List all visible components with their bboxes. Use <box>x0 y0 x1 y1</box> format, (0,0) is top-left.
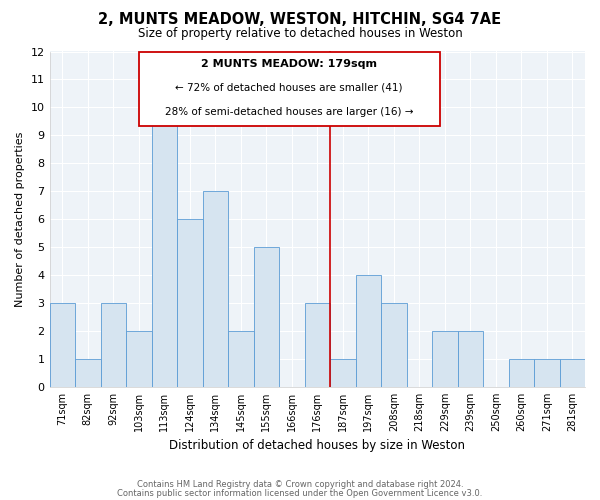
Text: ← 72% of detached houses are smaller (41): ← 72% of detached houses are smaller (41… <box>175 83 403 93</box>
Text: 2 MUNTS MEADOW: 179sqm: 2 MUNTS MEADOW: 179sqm <box>201 59 377 69</box>
Bar <box>509 359 534 387</box>
Bar <box>534 359 560 387</box>
Text: 2, MUNTS MEADOW, WESTON, HITCHIN, SG4 7AE: 2, MUNTS MEADOW, WESTON, HITCHIN, SG4 7A… <box>98 12 502 28</box>
Text: 28% of semi-detached houses are larger (16) →: 28% of semi-detached houses are larger (… <box>165 106 413 117</box>
FancyBboxPatch shape <box>139 52 440 126</box>
Bar <box>356 275 381 387</box>
Bar <box>381 303 407 387</box>
Text: Contains public sector information licensed under the Open Government Licence v3: Contains public sector information licen… <box>118 488 482 498</box>
Text: Size of property relative to detached houses in Weston: Size of property relative to detached ho… <box>137 28 463 40</box>
Y-axis label: Number of detached properties: Number of detached properties <box>15 132 25 307</box>
Bar <box>560 359 585 387</box>
Bar <box>101 303 126 387</box>
Bar <box>126 331 152 387</box>
Bar <box>75 359 101 387</box>
X-axis label: Distribution of detached houses by size in Weston: Distribution of detached houses by size … <box>169 440 465 452</box>
Bar <box>330 359 356 387</box>
Bar <box>228 331 254 387</box>
Bar <box>203 192 228 387</box>
Bar <box>432 331 458 387</box>
Text: Contains HM Land Registry data © Crown copyright and database right 2024.: Contains HM Land Registry data © Crown c… <box>137 480 463 489</box>
Bar <box>254 247 279 387</box>
Bar <box>177 219 203 387</box>
Bar <box>50 303 75 387</box>
Bar <box>305 303 330 387</box>
Bar <box>458 331 483 387</box>
Bar <box>152 108 177 387</box>
